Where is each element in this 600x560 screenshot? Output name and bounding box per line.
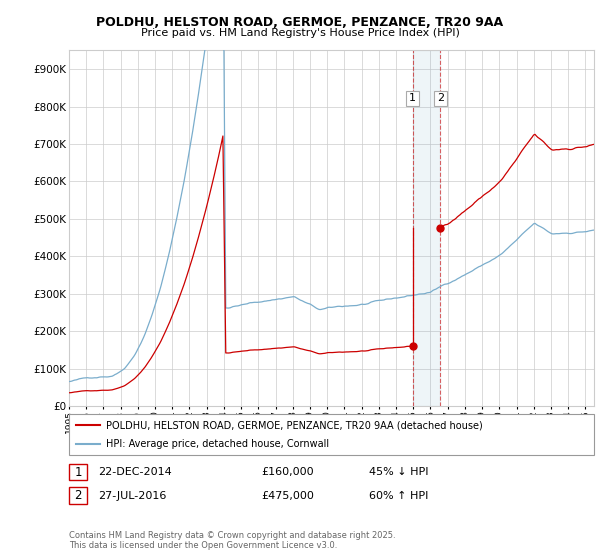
Text: 45% ↓ HPI: 45% ↓ HPI <box>369 467 428 477</box>
Text: 2: 2 <box>437 94 444 104</box>
Text: POLDHU, HELSTON ROAD, GERMOE, PENZANCE, TR20 9AA (detached house): POLDHU, HELSTON ROAD, GERMOE, PENZANCE, … <box>106 421 483 430</box>
Text: Price paid vs. HM Land Registry's House Price Index (HPI): Price paid vs. HM Land Registry's House … <box>140 28 460 38</box>
Text: 27-JUL-2016: 27-JUL-2016 <box>98 491 166 501</box>
Text: Contains HM Land Registry data © Crown copyright and database right 2025.
This d: Contains HM Land Registry data © Crown c… <box>69 530 395 550</box>
Bar <box>413 50 440 406</box>
Text: £160,000: £160,000 <box>261 467 314 477</box>
Text: POLDHU, HELSTON ROAD, GERMOE, PENZANCE, TR20 9AA: POLDHU, HELSTON ROAD, GERMOE, PENZANCE, … <box>97 16 503 29</box>
Text: HPI: Average price, detached house, Cornwall: HPI: Average price, detached house, Corn… <box>106 439 329 449</box>
Text: 1: 1 <box>409 94 416 104</box>
Text: 2: 2 <box>74 489 82 502</box>
Text: 60% ↑ HPI: 60% ↑ HPI <box>369 491 428 501</box>
Text: 22-DEC-2014: 22-DEC-2014 <box>98 467 172 477</box>
Text: £475,000: £475,000 <box>261 491 314 501</box>
Text: 1: 1 <box>74 465 82 479</box>
